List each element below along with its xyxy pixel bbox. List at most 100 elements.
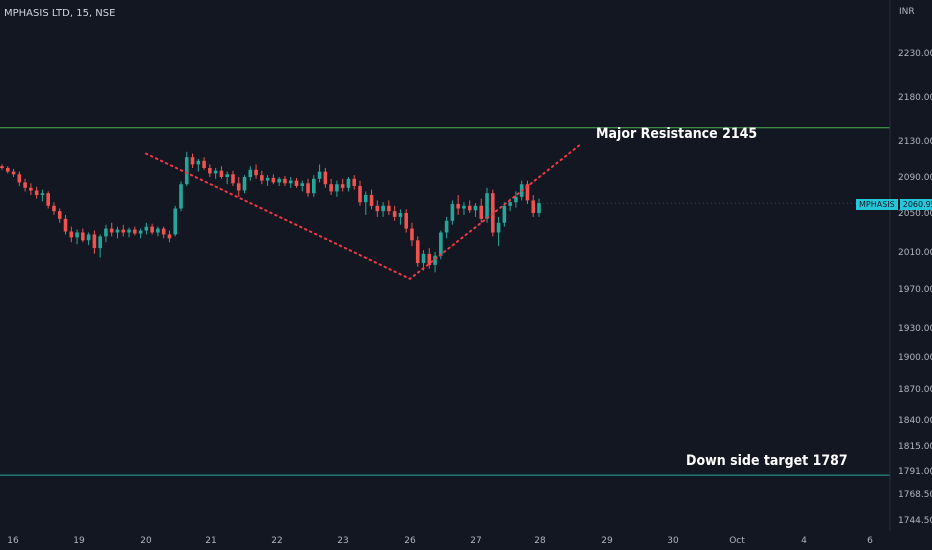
y-tick-label: 2010.00 — [898, 248, 932, 258]
candle-body — [473, 205, 478, 211]
x-tick-label: Oct — [729, 536, 745, 546]
candle-body — [161, 228, 166, 235]
candle-body — [0, 166, 4, 168]
candle-body — [254, 169, 258, 176]
time-axis[interactable]: 16 19 20 21 22 23 26 27 28 29 30 Oct 4 6 — [7, 536, 873, 546]
candle-body — [104, 228, 108, 237]
candle-body — [138, 230, 143, 234]
candle-body — [294, 180, 299, 186]
y-tick-label: 1840.00 — [898, 416, 932, 426]
candle-body — [415, 240, 420, 264]
candle-body — [52, 205, 56, 212]
candle-body — [312, 178, 316, 194]
candle-body — [410, 228, 414, 241]
candle-body — [335, 184, 339, 192]
price-axis[interactable]: 2230.00 2180.00 2130.00 2090.00 2050.00 2010.… — [898, 49, 932, 526]
candle-body — [29, 187, 33, 191]
candle-body — [213, 170, 218, 174]
x-tick-label: 21 — [205, 536, 216, 546]
last-price-badge: MPHASIS 2060.95 — [856, 198, 932, 211]
target-label[interactable]: Down side target 1787 — [686, 453, 848, 469]
candle-body — [496, 222, 501, 233]
x-tick-label: 29 — [601, 536, 613, 546]
candle-body — [300, 183, 305, 186]
candle-body — [340, 184, 345, 188]
candle-body — [421, 253, 426, 264]
candle-body — [46, 193, 50, 206]
x-tick-label: 23 — [337, 536, 348, 546]
candle-body — [11, 171, 16, 175]
y-tick-label: 1870.00 — [898, 385, 932, 395]
last-price-symbol: MPHASIS — [856, 199, 898, 210]
candle-body — [433, 255, 437, 265]
candle-body — [358, 186, 362, 203]
y-tick-label: 2180.00 — [898, 93, 932, 103]
candle-body — [23, 182, 27, 188]
candle-body — [208, 168, 212, 174]
y-tick-label: 1900.00 — [898, 353, 932, 363]
candle-body — [306, 183, 310, 194]
candle-body — [190, 157, 195, 165]
candle-body — [144, 226, 149, 231]
candle-body — [531, 200, 536, 213]
candle-body — [92, 234, 97, 249]
candle-body — [202, 160, 206, 168]
candle-body — [225, 174, 229, 177]
candle-body — [167, 234, 172, 239]
candle-body — [40, 193, 45, 195]
candle-body — [265, 177, 270, 181]
symbol-title[interactable]: MPHASIS LTD, 15, NSE — [4, 8, 116, 19]
candle-body — [346, 178, 351, 188]
candle-body — [57, 211, 62, 219]
x-tick-label: 19 — [73, 536, 85, 546]
candle-body — [439, 232, 443, 256]
x-tick-label: 26 — [404, 536, 416, 546]
candle-body — [17, 174, 22, 183]
resistance-label[interactable]: Major Resistance 2145 — [596, 126, 758, 142]
y-tick-label: 2230.00 — [898, 49, 932, 59]
candle-body — [398, 213, 403, 217]
y-tick-label: 1970.00 — [898, 285, 932, 295]
candle-body — [196, 160, 201, 165]
candle-body — [467, 205, 472, 211]
projection-dotted-line[interactable] — [145, 143, 582, 280]
candle-body — [404, 213, 408, 229]
candle-body — [508, 202, 512, 206]
horizontal-lines[interactable] — [0, 127, 890, 476]
y-tick-label: 1744.50 — [898, 516, 932, 526]
candle-body — [98, 236, 102, 249]
candle-body — [329, 184, 333, 192]
candle-body — [156, 228, 160, 233]
candle-body — [323, 171, 328, 185]
candle-body — [271, 177, 276, 183]
candle-body — [427, 253, 432, 265]
candle-body — [514, 196, 518, 203]
x-tick-label: 22 — [271, 536, 282, 546]
candle-body — [219, 170, 224, 177]
candle-body — [283, 178, 287, 184]
candle-body — [363, 195, 368, 203]
candle-body — [69, 231, 74, 238]
candle-body — [127, 229, 131, 233]
last-price-value: 2060.95 — [899, 199, 932, 210]
y-tick-label: 2050.00 — [898, 209, 932, 219]
candle-body — [317, 171, 322, 179]
y-tick-label: 1768.50 — [898, 490, 932, 500]
candle-body — [173, 208, 178, 235]
candle-body — [5, 168, 10, 172]
candle-body — [479, 205, 484, 219]
candle-body — [277, 178, 281, 183]
candle-body — [392, 211, 397, 217]
y-tick-label: 1791.00 — [898, 467, 932, 477]
candle-body — [537, 203, 541, 213]
candle-body — [34, 190, 39, 195]
candle-body — [115, 229, 120, 233]
candle-body — [260, 175, 264, 181]
x-tick-label: 30 — [667, 536, 679, 546]
projection-path[interactable] — [145, 143, 582, 280]
candle-body — [179, 184, 183, 209]
candle-body — [231, 174, 235, 184]
candle-body — [450, 204, 455, 221]
candle-body — [369, 195, 374, 206]
